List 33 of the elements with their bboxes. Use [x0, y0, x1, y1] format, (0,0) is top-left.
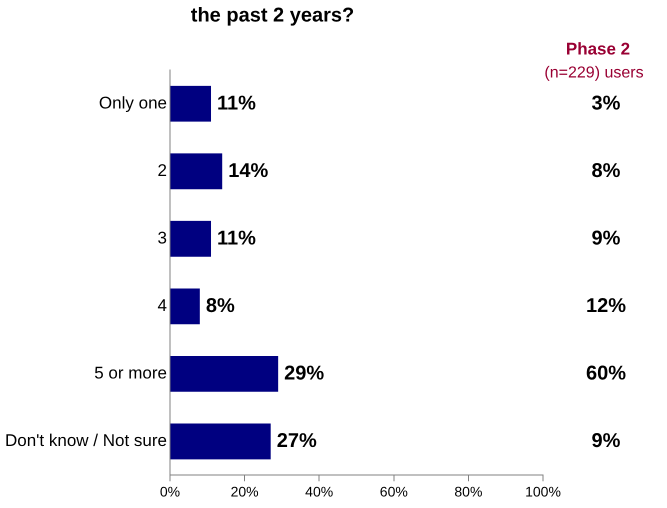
x-tick-label: 0% — [160, 483, 180, 500]
data-label: 11% — [217, 92, 256, 114]
bar — [170, 356, 278, 392]
bar — [170, 153, 222, 190]
x-tick-label: 60% — [380, 483, 408, 500]
text: 60% — [586, 362, 626, 384]
text: (n=229) users — [544, 64, 644, 82]
data-label: 11% — [217, 227, 256, 250]
y-tick-label: Don't know / Not sure — [4, 431, 167, 450]
data-label: 27% — [276, 430, 317, 452]
x-tick-label: 80% — [454, 483, 482, 500]
x-tick-label: 40% — [305, 483, 334, 500]
y-tick-label: 3 — [158, 228, 167, 248]
x-tick-label: 20% — [230, 483, 259, 500]
text: Phase 2 — [566, 40, 630, 59]
text: 3% — [592, 92, 621, 114]
chart-title: the past 2 years? — [190, 4, 354, 27]
bar — [170, 288, 200, 324]
bar — [170, 220, 212, 257]
bar — [170, 424, 271, 460]
data-label: 29% — [284, 362, 324, 384]
text: 8% — [592, 160, 621, 182]
text: 9% — [592, 430, 621, 452]
y-tick-label: 5 or more — [94, 364, 167, 383]
text: 12% — [586, 294, 626, 317]
y-tick-label: 4 — [158, 296, 167, 316]
data-label: 8% — [206, 294, 235, 317]
x-tick-label: 100% — [525, 483, 561, 500]
bar — [170, 86, 212, 122]
y-tick-label: 2 — [158, 160, 167, 180]
y-tick-label: Only one — [98, 93, 167, 112]
text: 9% — [592, 227, 621, 250]
data-label: 14% — [228, 160, 268, 182]
